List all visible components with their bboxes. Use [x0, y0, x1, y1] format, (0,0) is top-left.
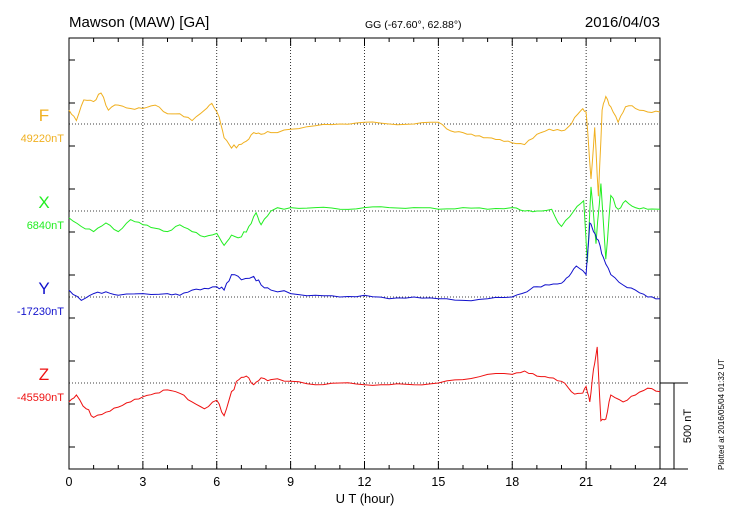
scale-bar: 500 nT	[660, 382, 694, 470]
series-baseline-x: 6840nT	[27, 220, 65, 232]
x-tick-label: 24	[653, 475, 667, 489]
x-axis-label: U T (hour)	[336, 491, 395, 506]
station-coords: GG (-67.60°, 62.88°)	[365, 19, 462, 31]
series-baseline-y: -17230nT	[17, 306, 64, 318]
series-labels: F 49220nT X 6840nT Y -17230nT Z -45590nT	[17, 106, 64, 404]
plotted-at: Plotted at 2016/05/04 01:32 UT	[717, 359, 726, 470]
station-title: Mawson (MAW) [GA]	[69, 14, 209, 31]
grid-lines	[69, 38, 660, 469]
series-name-x: X	[38, 193, 49, 212]
x-tick-label: 12	[358, 475, 372, 489]
series-name-y: Y	[38, 279, 49, 298]
series-lines	[68, 92, 661, 422]
x-tick-label: 18	[505, 475, 519, 489]
axis-ticks	[68, 38, 661, 469]
series-line-y	[68, 221, 661, 302]
x-tick-label: 6	[213, 475, 220, 489]
plot-date: 2016/04/03	[585, 14, 660, 31]
series-name-f: F	[39, 106, 49, 125]
x-tick-label: 9	[287, 475, 294, 489]
series-baseline-f: 49220nT	[21, 133, 65, 145]
x-tick-label: 3	[139, 475, 146, 489]
series-line-z	[68, 346, 661, 422]
scale-bar-label: 500 nT	[682, 409, 694, 444]
x-tick-label: 15	[431, 475, 445, 489]
x-tick-label: 0	[66, 475, 73, 489]
series-line-f	[68, 92, 661, 197]
series-baseline-z: -45590nT	[17, 392, 64, 404]
series-name-z: Z	[39, 365, 49, 384]
x-tick-label: 21	[579, 475, 593, 489]
series-line-x	[68, 183, 661, 263]
x-tick-labels: 0 3 6 9 12 15 18 21 24	[66, 475, 667, 489]
